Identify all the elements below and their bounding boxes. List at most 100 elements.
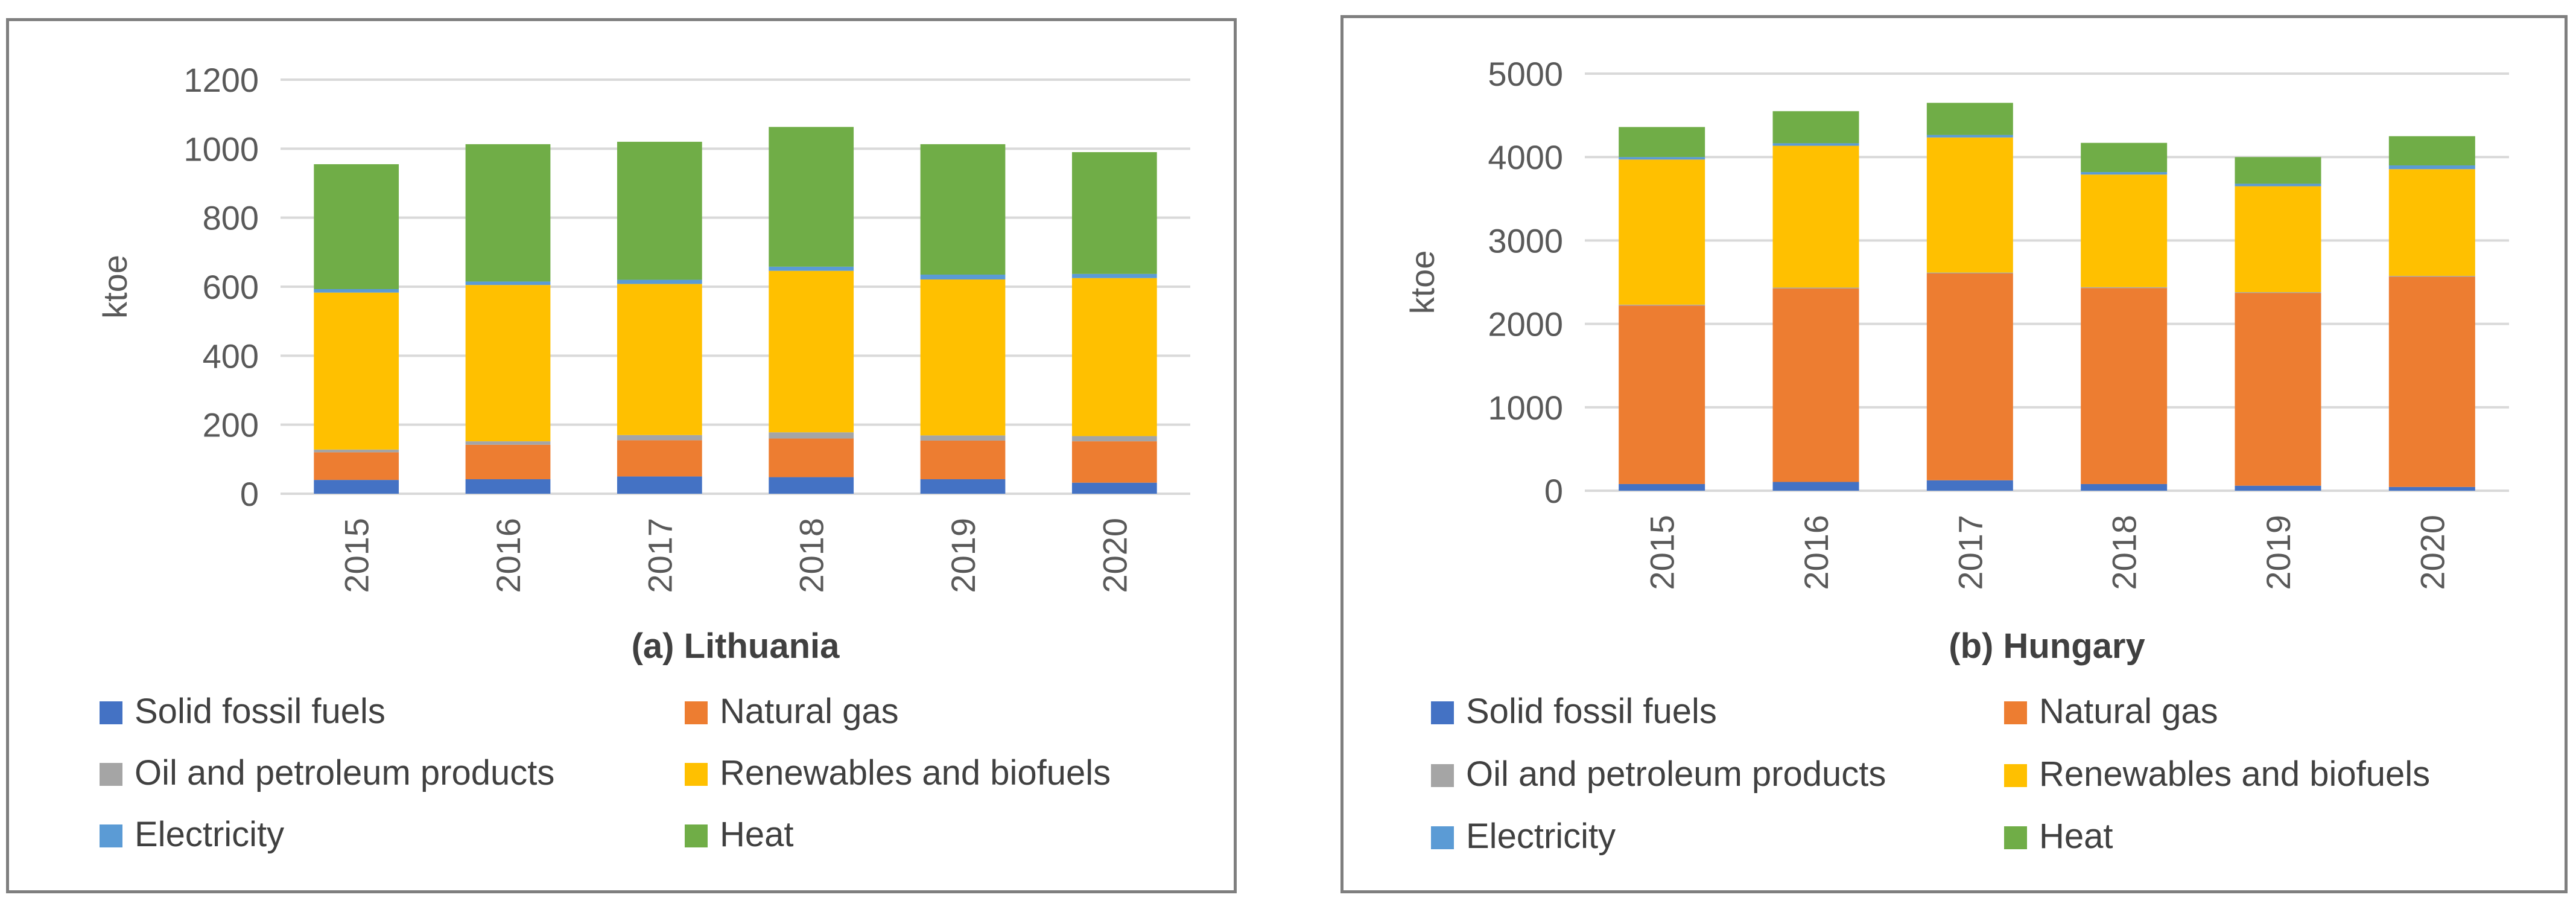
bar-segment-solid-fossil-fuels-2019 (2235, 485, 2321, 491)
bar-segment-electricity-2016 (1772, 143, 1859, 146)
bar-segment-heat-2019 (920, 144, 1006, 275)
bar-segment-renewables-and-biofuels-2019 (2235, 186, 2321, 293)
bar-segment-renewables-and-biofuels-2017 (617, 284, 702, 435)
legend-swatch (685, 701, 708, 724)
legend-label: Electricity (135, 815, 284, 854)
bar-segment-heat-2020 (2388, 136, 2475, 166)
bar-segment-renewables-and-biofuels-2020 (2388, 169, 2475, 276)
legend-swatch (1431, 701, 1454, 724)
y-tick-label: 4000 (1488, 138, 1563, 176)
bar-segment-oil-and-petroleum-products-2016 (465, 441, 551, 445)
bar-segment-natural-gas-2016 (465, 444, 551, 479)
bar-segment-oil-and-petroleum-products-2018 (2081, 287, 2168, 289)
bar-segment-natural-gas-2016 (1772, 288, 1859, 482)
bar-segment-natural-gas-2019 (2235, 293, 2321, 486)
y-tick-label: 3000 (1488, 222, 1563, 260)
chart-lithuania: 0 200 400 600 800 1000 1200 ktoe 2015 2016 2017 201… (96, 61, 1190, 854)
bar-segment-electricity-2015 (314, 289, 399, 293)
y-tick-label: 2000 (1488, 305, 1563, 343)
bar-segment-natural-gas-2020 (1071, 441, 1157, 483)
legend-label: Oil and petroleum products (1466, 754, 1886, 794)
bar-segment-renewables-and-biofuels-2019 (920, 279, 1006, 436)
legend-swatch (100, 824, 122, 847)
chart-caption: (b) Hungary (1949, 627, 2145, 666)
bar-segment-electricity-2016 (465, 281, 551, 285)
bar-segment-oil-and-petroleum-products-2019 (920, 435, 1006, 441)
legend-swatch (100, 701, 122, 724)
y-tick-label: 1000 (183, 130, 259, 168)
y-tick-label: 5000 (1488, 55, 1563, 93)
y-axis-title: ktoe (1403, 250, 1441, 314)
bar-segment-solid-fossil-fuels-2017 (1926, 480, 2013, 491)
x-tick-label: 2018 (793, 518, 831, 593)
bar-segment-natural-gas-2018 (769, 438, 854, 477)
bar-segment-renewables-and-biofuels-2020 (1071, 278, 1157, 436)
bar-segment-renewables-and-biofuels-2018 (2081, 174, 2168, 287)
bar-segment-electricity-2019 (2235, 183, 2321, 187)
bar-segment-natural-gas-2020 (2388, 276, 2475, 487)
legend-label: Natural gas (2039, 692, 2218, 731)
bar-segment-heat-2019 (2235, 157, 2321, 184)
bar-segment-heat-2015 (314, 164, 399, 290)
bar-segment-solid-fossil-fuels-2017 (617, 476, 702, 494)
y-tick-label: 600 (203, 268, 259, 306)
legend-label: Heat (2039, 817, 2113, 856)
bar-segment-oil-and-petroleum-products-2018 (769, 432, 854, 439)
bar-segment-electricity-2020 (1071, 273, 1157, 278)
y-tick-label: 1000 (1488, 389, 1563, 427)
legend-label: Solid fossil fuels (135, 692, 385, 731)
x-tick-label: 2020 (1096, 518, 1134, 593)
y-tick-label: 1200 (183, 61, 259, 99)
x-tick-label: 2019 (2259, 515, 2297, 590)
x-tick-label: 2015 (1643, 515, 1681, 590)
bar-segment-renewables-and-biofuels-2017 (1926, 137, 2013, 273)
bar-segment-natural-gas-2017 (617, 440, 702, 477)
x-tick-label: 2017 (641, 518, 679, 593)
legend-swatch (1431, 764, 1454, 787)
bar-segment-solid-fossil-fuels-2015 (1619, 483, 1705, 491)
bar-segment-electricity-2018 (2081, 172, 2168, 175)
legend-label: Renewables and biofuels (2039, 754, 2430, 794)
x-tick-label: 2016 (1797, 515, 1835, 590)
bar-segment-oil-and-petroleum-products-2020 (1071, 436, 1157, 442)
legend-label: Natural gas (720, 692, 899, 731)
bar-segment-renewables-and-biofuels-2016 (465, 285, 551, 442)
legend-swatch (1431, 826, 1454, 849)
legend-label: Electricity (1466, 817, 1616, 856)
bar-segment-heat-2016 (465, 144, 551, 282)
legend-swatch (100, 763, 122, 786)
y-tick-label: 400 (203, 337, 259, 375)
y-tick-label: 200 (203, 406, 259, 444)
legend-swatch (685, 763, 708, 786)
x-tick-label: 2015 (338, 518, 376, 593)
legend-label: Solid fossil fuels (1466, 692, 1717, 731)
y-tick-label: 0 (240, 475, 259, 513)
legend-label: Heat (720, 815, 794, 854)
y-axis-title: ktoe (96, 255, 134, 319)
x-tick-label: 2018 (2105, 515, 2143, 590)
x-tick-label: 2016 (489, 518, 527, 593)
bar-segment-solid-fossil-fuels-2018 (2081, 483, 2168, 491)
bar-segment-heat-2017 (617, 141, 702, 280)
x-tick-label: 2017 (1951, 515, 1989, 590)
x-tick-label: 2020 (2413, 515, 2451, 590)
bar-segment-oil-and-petroleum-products-2016 (1772, 287, 1859, 289)
bar-segment-renewables-and-biofuels-2018 (769, 270, 854, 433)
bar-segment-heat-2018 (2081, 142, 2168, 173)
bar-segment-renewables-and-biofuels-2016 (1772, 145, 1859, 288)
y-tick-label: 800 (203, 199, 259, 237)
legend-swatch (2004, 764, 2027, 787)
chart-panel-lithuania: 0 200 400 600 800 1000 1200 ktoe 2015 2016 2017 201… (6, 18, 1237, 893)
bar-segment-heat-2020 (1071, 152, 1157, 274)
legend-swatch (685, 824, 708, 847)
bar-segment-solid-fossil-fuels-2015 (314, 480, 399, 494)
bar-segment-heat-2015 (1619, 127, 1705, 158)
bar-segment-electricity-2020 (2388, 165, 2475, 170)
bar-segment-electricity-2018 (769, 266, 854, 271)
bar-segment-natural-gas-2018 (2081, 288, 2168, 484)
chart-panel-hungary: 0 1000 2000 3000 4000 5000 ktoe 2015 2016 2017 201… (1340, 15, 2568, 893)
chart-hungary: 0 1000 2000 3000 4000 5000 ktoe 2015 2016 2017 201… (1403, 55, 2509, 856)
bar-segment-natural-gas-2015 (314, 452, 399, 480)
bar-segment-heat-2017 (1926, 103, 2013, 135)
legend-swatch (2004, 826, 2027, 849)
